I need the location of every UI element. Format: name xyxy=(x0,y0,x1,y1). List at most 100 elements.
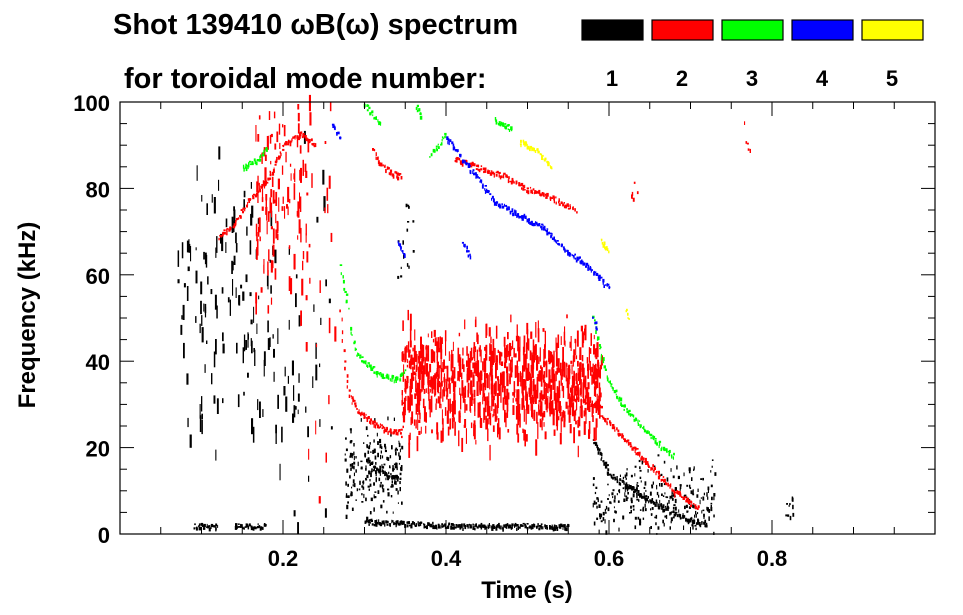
spectral-point xyxy=(695,527,697,531)
spectral-point xyxy=(509,180,512,183)
spectral-point xyxy=(247,198,250,201)
mode-2-feature-14 xyxy=(308,101,337,504)
spectral-point xyxy=(196,526,198,531)
spectral-point xyxy=(598,369,601,378)
spectral-point xyxy=(599,517,602,520)
spectral-point xyxy=(309,112,312,126)
spectral-point xyxy=(260,287,263,293)
spectral-point xyxy=(380,373,383,378)
spectral-point xyxy=(387,475,390,480)
spectral-point xyxy=(436,526,438,530)
spectral-point xyxy=(632,493,635,498)
spectral-point xyxy=(599,513,601,518)
spectral-point xyxy=(540,378,543,387)
spectral-point xyxy=(624,488,626,493)
spectral-point xyxy=(550,167,553,170)
spectral-point xyxy=(577,419,580,428)
spectral-point xyxy=(659,442,661,446)
spectral-point xyxy=(567,405,569,415)
spectral-point xyxy=(449,139,452,143)
spectral-point xyxy=(263,259,265,273)
spectral-point xyxy=(520,376,522,387)
spectral-point xyxy=(408,442,411,458)
spectral-point xyxy=(415,372,417,376)
spectral-point xyxy=(393,522,396,525)
spectral-point xyxy=(386,166,389,170)
spectral-point xyxy=(273,348,275,358)
spectral-point xyxy=(531,410,533,418)
spectral-point xyxy=(571,395,573,400)
spectral-point xyxy=(555,337,557,353)
spectral-point xyxy=(397,240,399,244)
spectral-point xyxy=(436,368,439,377)
spectral-point xyxy=(639,424,641,427)
spectral-point xyxy=(517,433,520,443)
spectral-point xyxy=(505,412,507,428)
spectral-point xyxy=(614,429,616,432)
spectral-point xyxy=(535,221,538,225)
spectral-point xyxy=(469,397,471,412)
spectral-point xyxy=(602,244,605,248)
spectral-point xyxy=(625,497,628,502)
spectral-point xyxy=(245,340,247,350)
spectral-point xyxy=(261,188,264,203)
spectral-point xyxy=(430,524,433,528)
spectral-point xyxy=(710,505,712,508)
spectral-point xyxy=(400,176,403,180)
spectral-point xyxy=(550,236,552,239)
spectral-point xyxy=(555,525,558,530)
spectral-point xyxy=(603,462,606,466)
spectral-point xyxy=(599,347,601,350)
spectral-point xyxy=(373,482,375,486)
spectral-point xyxy=(496,201,499,204)
spectral-point xyxy=(566,249,568,252)
spectral-point xyxy=(603,365,606,369)
spectral-point xyxy=(430,376,433,388)
spectral-point xyxy=(468,164,471,168)
spectral-point xyxy=(707,507,709,512)
spectral-point xyxy=(345,495,348,498)
spectral-point xyxy=(326,187,329,201)
spectral-point xyxy=(201,396,203,412)
spectral-point xyxy=(262,180,265,185)
spectral-point xyxy=(592,477,595,480)
spectral-point xyxy=(341,330,344,335)
spectral-point xyxy=(410,372,413,390)
spectral-point xyxy=(546,398,548,413)
spectral-point xyxy=(291,138,293,142)
spectral-point xyxy=(542,192,545,197)
spectral-point xyxy=(473,342,476,350)
spectral-point xyxy=(484,526,487,529)
spectral-point xyxy=(186,373,189,385)
spectral-point xyxy=(403,254,405,259)
spectral-point xyxy=(533,409,536,421)
spectral-point xyxy=(519,371,521,375)
spectral-point xyxy=(636,482,639,484)
spectral-point xyxy=(457,524,460,528)
spectral-point xyxy=(682,496,685,499)
spectral-point xyxy=(600,238,603,241)
spectral-point xyxy=(707,496,709,500)
spectral-point xyxy=(256,323,258,334)
spectral-point xyxy=(491,395,493,412)
spectral-point xyxy=(420,345,423,359)
spectral-point xyxy=(544,225,546,230)
spectral-point xyxy=(562,385,565,398)
spectral-point xyxy=(328,298,331,304)
spectral-point xyxy=(495,527,498,531)
spectral-point xyxy=(461,160,464,164)
spectral-point xyxy=(516,366,519,378)
spectral-point xyxy=(393,463,396,466)
spectral-point xyxy=(423,406,426,422)
spectral-point xyxy=(177,250,180,267)
spectral-point xyxy=(250,319,253,325)
spectral-point xyxy=(512,405,515,415)
spectral-point xyxy=(634,516,637,520)
spectral-point xyxy=(517,413,520,426)
spectral-point xyxy=(374,418,376,423)
spectral-point xyxy=(373,149,376,152)
spectral-point xyxy=(516,527,518,531)
spectral-point xyxy=(263,184,266,189)
spectral-point xyxy=(459,526,462,530)
spectral-point xyxy=(331,123,335,126)
